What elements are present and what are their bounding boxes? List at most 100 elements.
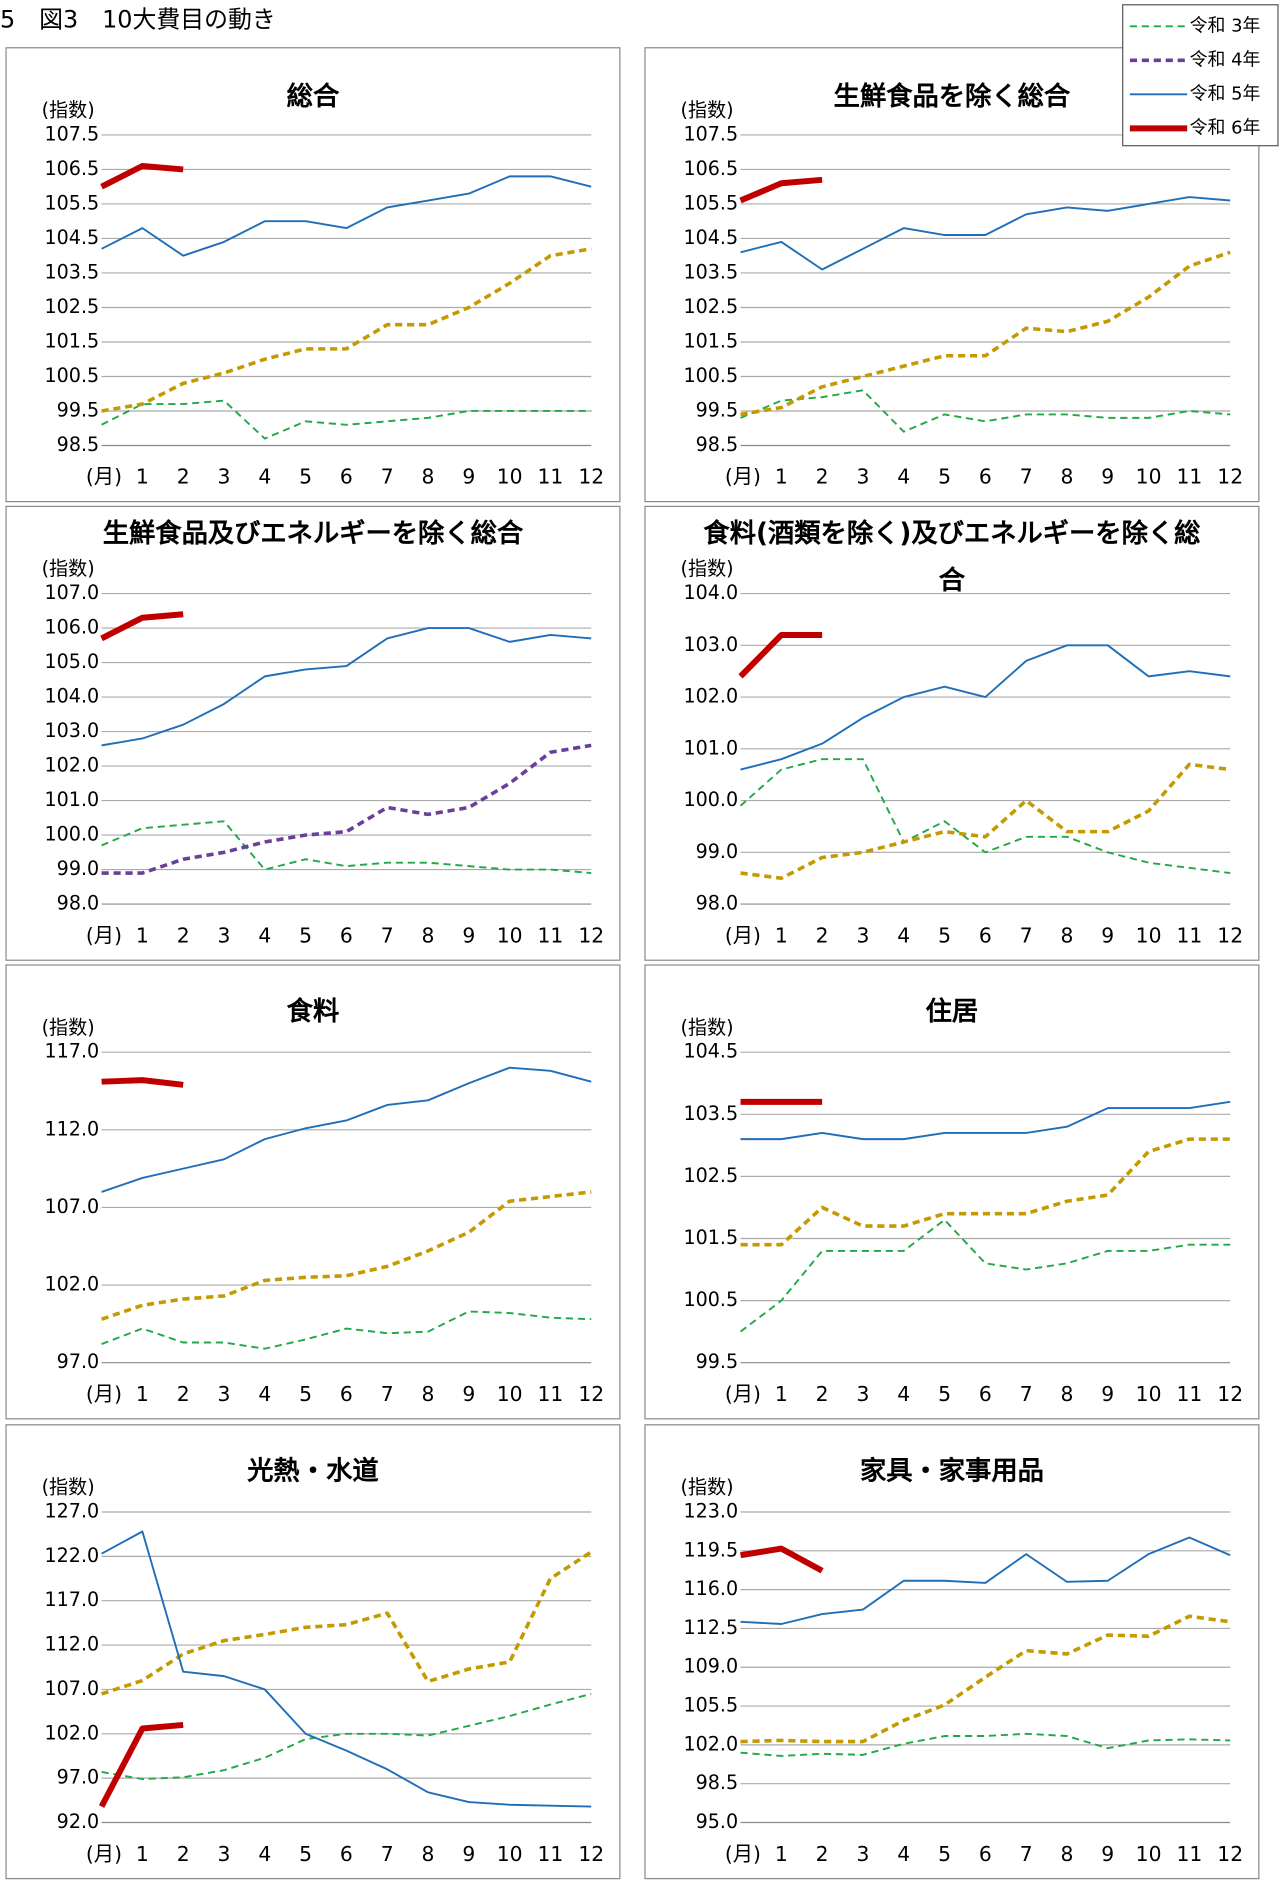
series-line [101,1310,592,1350]
x-tick-label: (月) [725,923,761,947]
series-line [740,389,1231,433]
y-tick-label: 104.5 [45,226,100,249]
x-tick-label: 1 [775,1382,788,1406]
x-tick-label: 5 [938,465,951,489]
y-tick-label: 107.0 [45,581,100,604]
x-tick-label: 10 [1136,1842,1162,1866]
x-tick-label: 8 [1061,1382,1074,1406]
y-tick-label: 107.0 [45,1195,100,1218]
x-tick-label: 10 [1136,1382,1162,1406]
series-line [739,758,1231,874]
x-tick-label: 9 [1101,1382,1114,1406]
x-tick-label: (月) [725,1842,761,1866]
y-tick-label: 104.5 [683,226,738,249]
x-tick-label: 7 [1020,923,1033,947]
y-tick-label: 127.0 [45,1499,100,1522]
x-tick-label: 9 [462,1382,475,1406]
y-tick-label: 104.0 [683,581,738,604]
y-tick-label: 103.5 [45,260,100,283]
x-tick-label: 4 [258,1382,271,1406]
y-axis-label: (指数) [42,557,95,580]
x-tick-label: 3 [218,465,231,489]
y-tick-label: 100.0 [45,823,100,846]
chart-title-box: 光熱・水道 [247,1457,378,1487]
x-tick-label: 2 [816,923,829,947]
x-tick-label: 5 [938,1382,951,1406]
y-tick-label: 102.0 [45,1273,100,1296]
x-tick-label: 6 [340,465,353,489]
panel [644,1424,1260,1880]
y-tick-label: 101.0 [45,788,100,811]
panel [644,964,1260,1420]
x-tick-label: 4 [897,465,910,489]
x-tick-label: 7 [1020,1842,1033,1866]
series-line [739,176,823,204]
series-line [740,1536,1231,1625]
legend-label: 令和 5年 [1190,83,1261,104]
y-tick-label: 119.5 [683,1538,738,1561]
x-tick-label: 9 [1101,465,1114,489]
y-tick-label: 101.5 [683,1226,738,1249]
y-tick-label: 99.5 [57,398,100,421]
x-tick-label: 7 [381,1382,394,1406]
series-line [738,631,823,679]
y-tick-label: 104.5 [683,1040,738,1063]
x-tick-label: 7 [1020,1382,1033,1406]
y-tick-label: 99.5 [696,398,739,421]
series-line [100,611,184,642]
x-tick-label: 5 [938,923,951,947]
y-tick-label: 116.0 [683,1577,738,1600]
y-tick-label: 112.5 [683,1616,738,1639]
y-tick-label: 105.0 [45,650,100,673]
series-line [100,1190,592,1321]
legend-label: 令和 6年 [1190,117,1261,138]
x-tick-label: 2 [177,1382,190,1406]
x-tick-label: 10 [497,465,523,489]
panel [5,1424,621,1880]
x-tick-label: 8 [422,465,435,489]
y-tick-label: 106.5 [683,157,738,180]
x-tick-label: 2 [816,1382,829,1406]
x-tick-label: 7 [381,923,394,947]
x-tick-label: 1 [775,465,788,489]
x-tick-label: 12 [578,923,604,947]
x-tick-label: 5 [938,1842,951,1866]
x-tick-label: 11 [538,1842,564,1866]
chart-title-box: 総合 [287,82,340,112]
x-tick-label: 6 [979,923,992,947]
series-line [101,820,592,874]
chart-title: 家具・家事用品 [859,1457,1044,1487]
series-line [101,175,592,257]
y-tick-label: 97.0 [57,1350,100,1373]
x-tick-label: 7 [381,465,394,489]
x-tick-label: 8 [1061,923,1074,947]
x-tick-label: 8 [422,1382,435,1406]
x-tick-label: 11 [538,465,564,489]
x-tick-label: 1 [136,923,149,947]
y-axis-label: (指数) [681,1476,734,1499]
x-tick-label: 4 [258,923,271,947]
y-axis-label: (指数) [681,1016,734,1039]
x-tick-label: 10 [497,1842,523,1866]
series-line [101,1077,184,1088]
y-tick-label: 112.0 [45,1117,100,1140]
x-tick-label: (月) [725,465,761,489]
series-line [100,163,184,190]
x-tick-label: 6 [979,465,992,489]
x-tick-label: 6 [979,1382,992,1406]
x-tick-label: 12 [578,1842,604,1866]
x-tick-label: 11 [538,923,564,947]
y-tick-label: 103.0 [683,633,738,656]
y-tick-label: 99.5 [696,1350,739,1373]
y-tick-label: 102.5 [683,1164,738,1187]
series-line [740,250,1231,417]
x-tick-label: 12 [1217,465,1243,489]
x-tick-label: 1 [775,923,788,947]
series-line [101,399,592,440]
x-tick-label: 8 [422,1842,435,1866]
page-title: 5 図3 10大費目の動き [0,5,276,33]
x-tick-label: 4 [897,1382,910,1406]
y-axis-label: (指数) [42,1016,95,1039]
series-line [101,627,592,747]
